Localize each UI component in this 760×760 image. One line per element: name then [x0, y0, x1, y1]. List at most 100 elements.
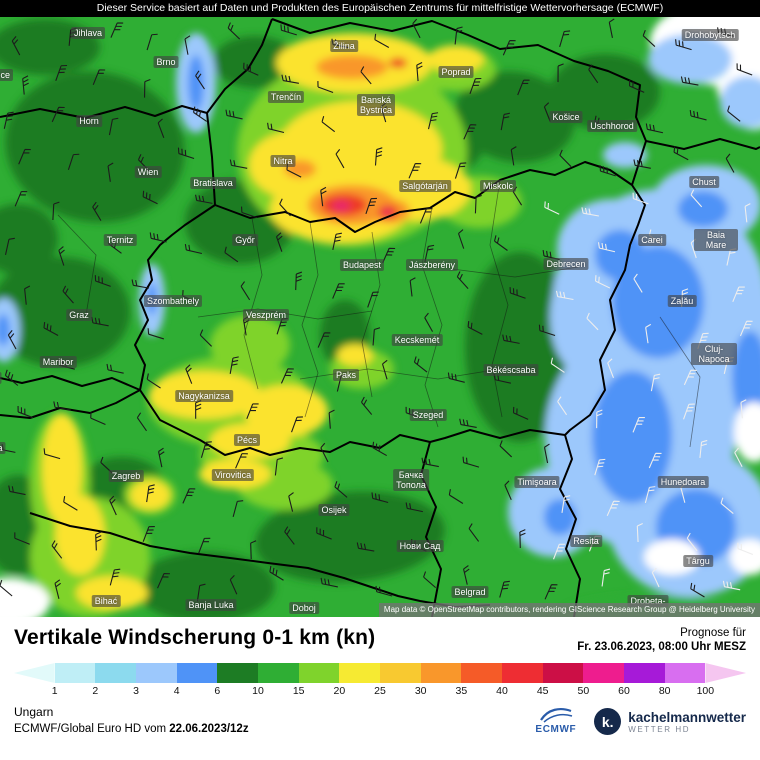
city-label: Békéscsaba [483, 364, 539, 376]
city-label: Graz [66, 309, 92, 321]
city-label: Kecskemét [391, 334, 443, 346]
legend-tick: 35 [455, 685, 468, 697]
color-scale: 1 2 3 4 6 10 15 20 25 30 35 40 45 50 60 80 100 [14, 663, 747, 698]
legend-tick: 100 [696, 685, 715, 697]
legend-tick: 30 [414, 685, 427, 697]
run-info: Ungarn ECMWF/Global Euro HD vom 22.06.20… [14, 705, 249, 735]
legend-segment [502, 663, 543, 683]
city-label: Poprad [438, 66, 474, 78]
legend-segment [583, 663, 625, 683]
city-label: ějovice [0, 69, 14, 81]
legend-segment [14, 663, 55, 683]
color-scale-bar [14, 663, 747, 683]
legend-segment [95, 663, 137, 683]
city-label: Brno [153, 56, 179, 68]
legend-segment [420, 663, 462, 683]
legend-tick: 10 [252, 685, 264, 697]
city-label: Uschhorod [587, 120, 637, 132]
city-label: Pécs [233, 434, 261, 446]
legend-segment [298, 663, 340, 683]
city-label: Győr [232, 234, 258, 246]
city-label: Osijek [318, 504, 350, 516]
legend-segment [624, 663, 665, 683]
legend-tick: 20 [333, 685, 346, 697]
city-label: Banská Bystrica [356, 94, 396, 116]
city-label: Ternitz [103, 234, 137, 246]
legend-segment [339, 663, 381, 683]
legend-segment [664, 663, 706, 683]
forecast-time: Fr. 23.06.2023, 08:00 Uhr MESZ [577, 641, 746, 653]
city-label: Debrecen [543, 258, 589, 270]
ecmwf-logo-text: ECMWF [535, 724, 577, 735]
legend-tick: 80 [658, 685, 671, 697]
legend-tick: 60 [618, 685, 630, 697]
wetter-hd-label: WETTER HD [628, 724, 691, 734]
city-label: Horn [76, 115, 102, 127]
city-label: Chust [689, 176, 719, 188]
legend-segment [54, 663, 96, 683]
legend-tick: 3 [133, 685, 139, 697]
city-label: Jihlava [70, 27, 106, 39]
city-label: Paks [332, 369, 360, 381]
color-scale-ticks: 1 2 3 4 6 10 15 20 25 30 35 40 45 50 60 80 100 [14, 683, 746, 698]
city-label: Košice [549, 111, 583, 123]
legend-tick: 1 [51, 685, 58, 697]
city-label: Timişoara [514, 476, 560, 488]
region-label: Ungarn [14, 705, 54, 719]
city-label: Wien [134, 166, 162, 178]
kachelmann-k-icon: k. [594, 708, 622, 735]
city-label: Zagreb [108, 470, 144, 482]
model-run-time: 22.06.2023/12z [169, 723, 249, 735]
model-name: ECMWF/Global Euro HD vom [14, 723, 170, 735]
city-label: Bratislava [190, 177, 236, 189]
city-label: Baia Mare [694, 229, 738, 251]
city-label: Maribor [39, 356, 77, 368]
city-label: Szombathely [143, 295, 203, 307]
city-label: Cluj-Napoca [691, 343, 737, 365]
legend-segment [217, 663, 259, 683]
legend-segment [136, 663, 177, 683]
city-label: furt [0, 372, 2, 384]
city-label: jana [0, 442, 6, 454]
city-label: Salgótarján [399, 180, 451, 192]
legend-tick: 40 [496, 685, 508, 697]
city-label: Jászberény [405, 259, 459, 271]
city-label: Banja Luka [185, 599, 237, 611]
kachelmannwetter-logo: k. kachelmannwetter WETTER HD [594, 708, 746, 735]
service-banner: Dieser Service basiert auf Daten und Pro… [0, 0, 760, 17]
product-title: Vertikale Windscherung 0-1 km (kn) [14, 626, 376, 649]
legend-tick: 50 [577, 685, 590, 697]
city-label: Doboj [289, 602, 319, 614]
legend-tick: 2 [92, 685, 99, 697]
footer-panel: Vertikale Windscherung 0-1 km (kn) Progn… [0, 617, 760, 760]
city-label: Belgrad [451, 586, 489, 598]
weather-map: Jihlava Brno Žilina Poprad Drohobytsch Košice… [0, 17, 760, 617]
city-label: Veszprém [242, 309, 290, 321]
ecmwf-logo: ECMWF [535, 706, 576, 735]
legend-segment [705, 663, 747, 683]
city-label: Târgu [683, 555, 713, 567]
legend-segment [176, 663, 218, 683]
legend-tick: 25 [374, 685, 386, 697]
map-attribution: Map data © OpenStreetMap contributors, r… [378, 603, 760, 617]
ecmwf-swoosh-icon [539, 708, 573, 723]
city-label: Carei [638, 234, 666, 246]
legend-tick: 6 [214, 685, 221, 697]
city-label: Nagykanizsa [175, 390, 233, 402]
city-label: Нови Сад [396, 540, 444, 552]
legend-tick: 4 [173, 685, 180, 697]
model-run-label: ECMWF/Global Euro HD vom 22.06.2023/12z [14, 723, 249, 735]
city-label: Drohobytsch [681, 29, 739, 41]
city-label: Nitra [270, 155, 296, 167]
city-label: Miskolc [479, 180, 517, 192]
forecast-time-block: Prognose für Fr. 23.06.2023, 08:00 Uhr M… [577, 626, 746, 654]
forecast-label: Prognose für [680, 627, 746, 639]
legend-segment [542, 663, 584, 683]
city-label: Бачка Топола [393, 469, 429, 491]
city-label: Trenčín [267, 91, 305, 103]
legend-segment [461, 663, 503, 683]
city-label: Resita [570, 535, 602, 547]
legend-tick: 45 [536, 685, 549, 697]
city-label: Bihać [91, 595, 121, 607]
